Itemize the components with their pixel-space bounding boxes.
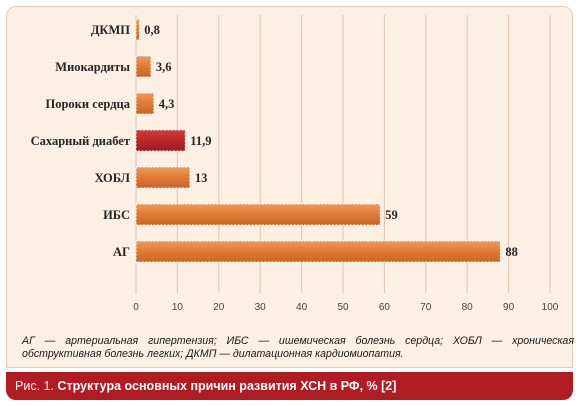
x-tick-label: 100 bbox=[542, 302, 559, 313]
category-label: Пороки сердца bbox=[45, 97, 130, 111]
data-label: 11,9 bbox=[190, 134, 211, 148]
x-tick-label: 60 bbox=[379, 302, 391, 313]
bar bbox=[135, 166, 191, 189]
category-label: ХОБЛ bbox=[95, 171, 131, 185]
abbreviation-note: АГ — артериальная гипертензия; ИБС — ише… bbox=[22, 335, 574, 360]
category-label: ИБС bbox=[103, 208, 130, 222]
bar bbox=[135, 129, 186, 152]
caption-prefix: Рис. 1. bbox=[15, 379, 58, 393]
x-tick-label: 20 bbox=[213, 302, 225, 313]
category-label: ДКМП bbox=[91, 23, 130, 37]
data-label: 4,3 bbox=[159, 97, 175, 111]
bar-chart: 0 10 20 30 40 50 60 70 80 90 100 ДКМП 0,8 Миокардиты 3… bbox=[31, 15, 559, 313]
bars bbox=[135, 18, 501, 263]
data-label: 3,6 bbox=[156, 60, 172, 74]
data-label: 0,8 bbox=[144, 23, 160, 37]
gridlines bbox=[135, 15, 551, 293]
bar bbox=[135, 18, 140, 41]
x-tick-label: 50 bbox=[337, 302, 349, 313]
x-tick-label: 80 bbox=[462, 302, 474, 313]
x-tick-label: 30 bbox=[255, 302, 267, 313]
x-tick-label: 10 bbox=[172, 302, 184, 313]
data-label: 88 bbox=[505, 245, 518, 259]
x-tick-label: 90 bbox=[503, 302, 515, 313]
bar bbox=[135, 203, 381, 226]
category-label: АГ bbox=[113, 245, 130, 259]
bar bbox=[135, 55, 152, 78]
x-tick-label: 70 bbox=[420, 302, 432, 313]
figure-caption: Рис. 1. Структура основных причин развит… bbox=[6, 372, 573, 400]
x-tick-label: 40 bbox=[296, 302, 308, 313]
data-label: 13 bbox=[195, 171, 208, 185]
category-label: Миокардиты bbox=[55, 60, 130, 74]
x-tick-label: 0 bbox=[133, 302, 139, 313]
bar bbox=[135, 92, 155, 115]
bar bbox=[135, 240, 501, 263]
category-label: Сахарный диабет bbox=[31, 134, 130, 148]
chart-panel: 0 10 20 30 40 50 60 70 80 90 100 ДКМП 0,8 Миокардиты 3… bbox=[6, 6, 574, 368]
caption-title: Структура основных причин развития ХСН в… bbox=[57, 379, 397, 393]
data-label: 59 bbox=[385, 208, 398, 222]
labels: 0 10 20 30 40 50 60 70 80 90 100 ДКМП 0,8 Миокардиты 3… bbox=[31, 23, 559, 313]
